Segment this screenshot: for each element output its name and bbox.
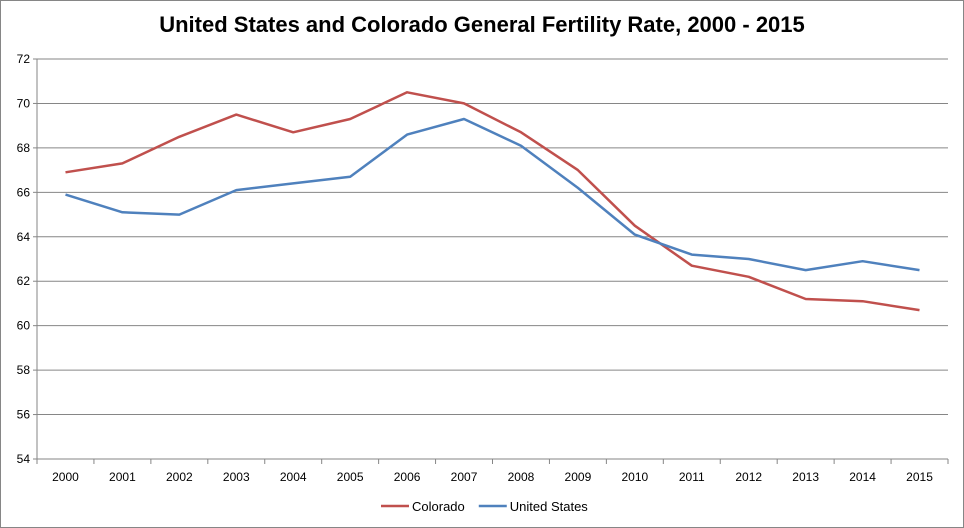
gridlines [37,58,948,416]
series-lines [65,91,920,312]
x-tick-label: 2005 [337,470,364,484]
chart-title: United States and Colorado General Ferti… [159,12,805,37]
y-tick-label: 54 [17,452,31,466]
y-tick-label: 66 [17,185,31,199]
x-tick-label: 2006 [394,470,421,484]
series-line-colorado [65,91,920,312]
x-tick-label: 2002 [166,470,193,484]
x-tick-label: 2011 [679,470,705,484]
y-tick-label: 68 [17,141,31,155]
x-tick-label: 2015 [906,470,933,484]
y-tick-labels: 54 56 58 60 62 64 66 68 70 72 [17,52,31,466]
x-tick-label: 2000 [52,470,79,484]
x-tick-label: 2014 [849,470,876,484]
legend-label-colorado: Colorado [412,499,465,514]
series-line-united-states [65,117,920,272]
legend: Colorado United States [381,499,588,514]
x-tick-label: 2013 [792,470,819,484]
x-tick-label: 2003 [223,470,250,484]
x-tick-label: 2004 [280,470,307,484]
x-tick-label: 2009 [565,470,592,484]
x-tick-label: 2007 [451,470,478,484]
y-tick-label: 58 [17,363,31,377]
x-tick-labels: 2000 2001 2002 2003 2004 2005 2006 2007 2008 2009… [52,470,933,484]
x-tick-label: 2008 [508,470,535,484]
y-tick-label: 60 [17,319,31,333]
y-tick-label: 64 [17,230,31,244]
legend-label-united-states: United States [510,499,589,514]
axes [33,58,949,464]
y-tick-label: 56 [17,408,31,422]
y-tick-label: 62 [17,274,31,288]
y-tick-label: 72 [17,52,31,66]
x-tick-label: 2001 [109,470,136,484]
x-tick-label: 2010 [621,470,648,484]
y-tick-label: 70 [17,96,31,110]
x-tick-label: 2012 [735,470,762,484]
